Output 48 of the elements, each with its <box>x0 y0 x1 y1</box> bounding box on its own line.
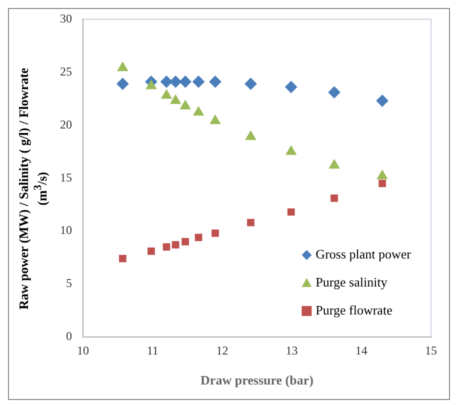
point <box>376 94 388 107</box>
point <box>148 248 155 255</box>
point <box>179 76 192 88</box>
x-tick-label: 10 <box>77 343 89 358</box>
point <box>378 180 386 188</box>
y-tick-label: 25 <box>60 64 72 78</box>
point <box>286 146 296 155</box>
point <box>285 81 298 93</box>
y-tick-label: 20 <box>60 117 72 132</box>
x-axis-title: Draw pressure (bar) <box>200 372 314 388</box>
y-tick-label: 0 <box>66 329 72 344</box>
point <box>182 238 189 246</box>
point <box>170 76 182 88</box>
point <box>247 218 254 226</box>
point <box>117 62 128 72</box>
y-tick-label: 15 <box>60 170 72 184</box>
point <box>244 78 257 90</box>
point <box>377 170 388 180</box>
point <box>146 80 156 90</box>
point <box>170 94 181 104</box>
y-tick-label: 30 <box>60 11 72 26</box>
point <box>118 254 126 262</box>
x-tick-label: 15 <box>425 343 437 358</box>
point <box>328 86 340 98</box>
x-tick-label: 11 <box>146 343 158 358</box>
point <box>192 76 205 88</box>
point <box>287 208 295 216</box>
point <box>245 130 256 140</box>
point <box>328 159 340 169</box>
y-tick-label: 5 <box>66 276 72 290</box>
point <box>116 78 129 90</box>
point <box>210 114 221 124</box>
point <box>180 100 191 110</box>
x-tick-label: 12 <box>216 343 228 358</box>
point <box>162 243 170 251</box>
legend-label: Purge flowrate <box>316 302 393 318</box>
legend-label: Gross plant power <box>316 246 412 262</box>
point <box>212 230 219 237</box>
x-tick-label: 13 <box>286 343 298 358</box>
point <box>209 76 222 88</box>
point <box>172 241 180 249</box>
point <box>330 194 338 202</box>
point <box>194 234 202 242</box>
y-tick-label: 10 <box>60 223 72 238</box>
legend-label: Purge salinity <box>316 274 388 290</box>
point <box>161 89 172 99</box>
point <box>193 106 204 116</box>
x-tick-label: 14 <box>355 343 368 358</box>
